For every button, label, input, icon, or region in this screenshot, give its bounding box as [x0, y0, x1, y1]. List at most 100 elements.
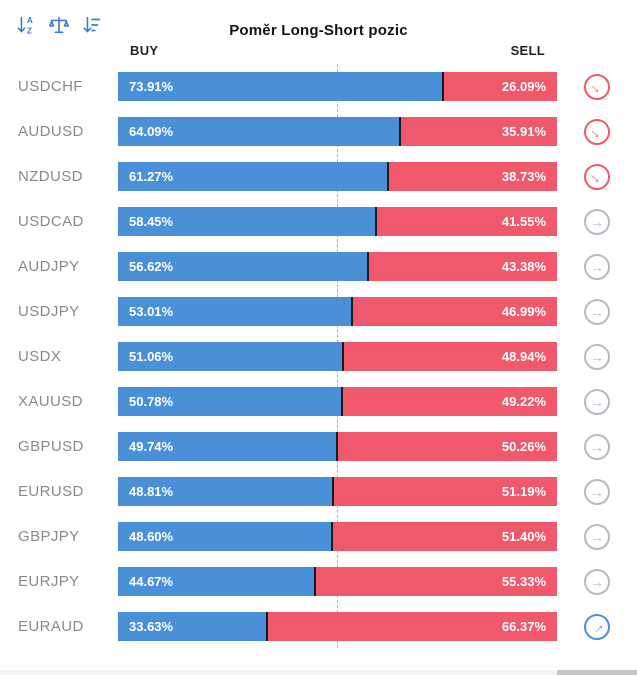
pair-label: NZDUSD	[18, 168, 83, 185]
sell-segment: 51.40%	[333, 522, 557, 551]
buy-percent: 48.60%	[129, 529, 174, 544]
buy-percent: 58.45%	[129, 214, 174, 229]
buy-percent: 73.91%	[129, 79, 174, 94]
table-row[interactable]: NZDUSD 61.27% 38.73% →	[0, 162, 637, 191]
trend-down-icon: →	[584, 73, 610, 100]
sell-column-header: SELL	[510, 43, 545, 58]
buy-segment: 51.06%	[118, 342, 343, 371]
trend-indicator-wrap: →	[557, 298, 637, 325]
sell-percent: 55.33%	[501, 574, 546, 589]
sell-segment: 66.37%	[267, 612, 557, 641]
buy-percent: 49.74%	[129, 439, 174, 454]
rows-list: USDCHF 73.91% 26.09% → AUDUSD 64.09% 35.…	[0, 72, 637, 657]
segment-divider	[374, 207, 377, 236]
table-row[interactable]: EURUSD 48.81% 51.19% →	[0, 477, 637, 506]
trend-indicator-wrap: →	[557, 478, 637, 505]
trend-arrow-glyph: →	[590, 438, 604, 455]
balance-scale-icon[interactable]	[47, 13, 71, 37]
buy-percent: 50.78%	[129, 394, 174, 409]
sell-segment: 51.19%	[334, 477, 557, 506]
trend-neutral-icon: →	[584, 433, 610, 460]
sort-amount-icon[interactable]	[80, 13, 104, 37]
buy-segment: 48.81%	[118, 477, 333, 506]
segment-divider	[442, 72, 445, 101]
trend-down-icon: →	[584, 118, 610, 145]
segment-divider	[314, 567, 317, 596]
sell-percent: 38.73%	[501, 169, 546, 184]
trend-arrow-glyph: →	[586, 165, 608, 188]
ratio-bar: 53.01% 46.99%	[118, 297, 557, 326]
horizontal-scrollbar-thumb[interactable]	[557, 670, 637, 675]
trend-neutral-icon: →	[584, 253, 610, 280]
buy-percent: 51.06%	[129, 349, 174, 364]
trend-indicator-wrap: →	[557, 433, 637, 460]
pair-label: GBPUSD	[18, 438, 84, 455]
table-row[interactable]: AUDJPY 56.62% 43.38% →	[0, 252, 637, 281]
table-row[interactable]: AUDUSD 64.09% 35.91% →	[0, 117, 637, 146]
horizontal-scrollbar-track[interactable]	[0, 670, 637, 675]
trend-indicator-wrap: →	[557, 208, 637, 235]
buy-segment: 44.67%	[118, 567, 315, 596]
segment-divider	[265, 612, 268, 641]
ratio-bar: 51.06% 48.94%	[118, 342, 557, 371]
trend-arrow-glyph: →	[590, 213, 604, 230]
buy-percent: 61.27%	[129, 169, 174, 184]
table-row[interactable]: GBPJPY 48.60% 51.40% →	[0, 522, 637, 551]
pair-label: AUDUSD	[18, 123, 84, 140]
trend-arrow-glyph: →	[590, 258, 604, 275]
trend-neutral-icon: →	[584, 388, 610, 415]
sell-percent: 41.55%	[501, 214, 546, 229]
sort-alphabetical-icon[interactable]: A Z	[14, 13, 38, 37]
table-row[interactable]: USDCAD 58.45% 41.55% →	[0, 207, 637, 236]
trend-indicator-wrap: →	[557, 73, 637, 100]
sell-segment: 49.22%	[342, 387, 557, 416]
table-row[interactable]: GBPUSD 49.74% 50.26% →	[0, 432, 637, 461]
buy-segment: 61.27%	[118, 162, 387, 191]
trend-arrow-glyph: →	[590, 483, 604, 500]
trend-neutral-icon: →	[584, 523, 610, 550]
trend-indicator-wrap: →	[557, 253, 637, 280]
table-row[interactable]: USDJPY 53.01% 46.99% →	[0, 297, 637, 326]
table-row[interactable]: EURJPY 44.67% 55.33% →	[0, 567, 637, 596]
sell-segment: 46.99%	[352, 297, 557, 326]
trend-down-icon: →	[584, 163, 610, 190]
sell-percent: 46.99%	[501, 304, 546, 319]
pair-label: EURUSD	[18, 483, 84, 500]
table-row[interactable]: USDCHF 73.91% 26.09% →	[0, 72, 637, 101]
segment-divider	[386, 162, 389, 191]
ratio-bar: 61.27% 38.73%	[118, 162, 557, 191]
trend-arrow-glyph: →	[586, 615, 608, 638]
buy-percent: 44.67%	[129, 574, 174, 589]
trend-indicator-wrap: →	[557, 613, 637, 640]
sell-percent: 26.09%	[501, 79, 546, 94]
segment-divider	[331, 522, 334, 551]
segment-divider	[399, 117, 402, 146]
sell-percent: 43.38%	[501, 259, 546, 274]
trend-arrow-glyph: →	[590, 393, 604, 410]
ratio-bar: 48.60% 51.40%	[118, 522, 557, 551]
pair-label: EURJPY	[18, 573, 80, 590]
buy-segment: 53.01%	[118, 297, 351, 326]
buy-segment: 56.62%	[118, 252, 367, 281]
buy-segment: 58.45%	[118, 207, 375, 236]
table-row[interactable]: USDX 51.06% 48.94% →	[0, 342, 637, 371]
trend-up-icon: →	[584, 613, 610, 640]
table-row[interactable]: XAUUSD 50.78% 49.22% →	[0, 387, 637, 416]
sell-percent: 66.37%	[501, 619, 546, 634]
ratio-bar: 56.62% 43.38%	[118, 252, 557, 281]
sell-segment: 26.09%	[444, 72, 557, 101]
trend-arrow-glyph: →	[586, 120, 608, 143]
ratio-bar: 73.91% 26.09%	[118, 72, 557, 101]
ratio-bar: 44.67% 55.33%	[118, 567, 557, 596]
table-row[interactable]: EURAUD 33.63% 66.37% →	[0, 612, 637, 641]
segment-divider	[332, 477, 335, 506]
buy-percent: 53.01%	[129, 304, 174, 319]
buy-column-header: BUY	[130, 43, 159, 58]
ratio-bar: 58.45% 41.55%	[118, 207, 557, 236]
buy-segment: 33.63%	[118, 612, 266, 641]
buy-segment: 73.91%	[118, 72, 443, 101]
sell-segment: 38.73%	[388, 162, 557, 191]
buy-segment: 48.60%	[118, 522, 332, 551]
trend-neutral-icon: →	[584, 568, 610, 595]
sort-toolbar: A Z	[14, 13, 104, 37]
